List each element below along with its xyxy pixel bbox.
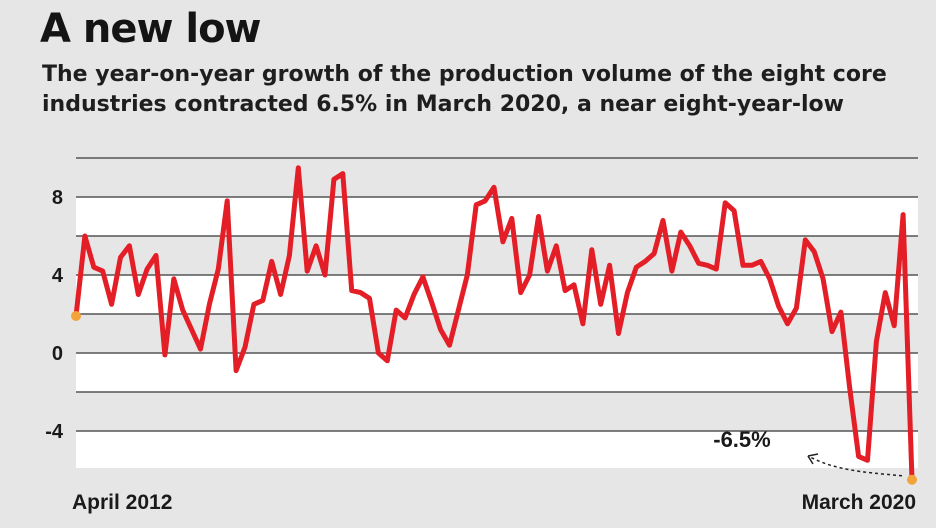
x-start-label: April 2012 (72, 491, 172, 514)
y-tick-label: -4 (45, 421, 64, 443)
background-band (76, 314, 918, 353)
background-band (76, 236, 918, 275)
y-tick-label: 4 (52, 265, 64, 287)
annotation-group: -6.5% (713, 427, 903, 477)
background-band (76, 431, 918, 468)
series-line (73, 165, 915, 483)
end-point-marker (907, 474, 917, 485)
background-band (76, 392, 918, 431)
x-end-label: March 2020 (802, 491, 916, 514)
annotation-label: -6.5% (713, 427, 770, 452)
x-axis-labels: April 2012 March 2020 (72, 491, 916, 514)
background-band (76, 275, 918, 314)
chart-title: A new low (40, 6, 262, 52)
y-axis-tick-labels: 8 4 0 -4 (45, 187, 64, 443)
gridlines (76, 157, 918, 432)
chart-subtitle: The year-on-year growth of the productio… (42, 62, 887, 117)
annotation-arrowhead (807, 453, 819, 465)
y-tick-label: 0 (52, 343, 63, 365)
y-tick-label: 8 (52, 187, 63, 209)
start-point-marker (71, 310, 81, 321)
background-band (76, 353, 918, 392)
annotation-arrow (807, 455, 903, 477)
data-series (71, 165, 917, 485)
